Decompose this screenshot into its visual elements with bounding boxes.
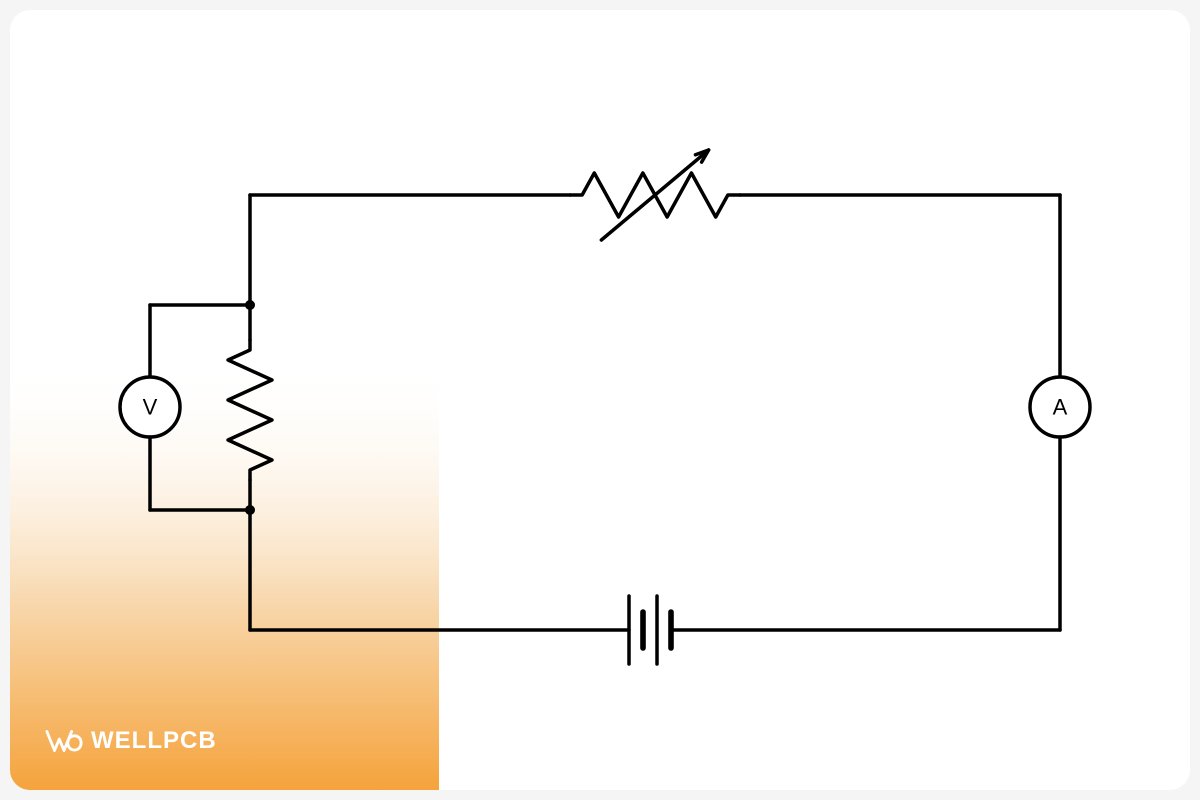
wellpcb-logo-icon — [45, 722, 83, 760]
node — [245, 505, 255, 515]
diagram-card: AV WELLPCB — [10, 10, 1190, 790]
circuit-diagram: AV — [10, 10, 1190, 790]
voltmeter-label: V — [143, 395, 158, 420]
node — [245, 300, 255, 310]
brand-logo-text: WELLPCB — [91, 727, 217, 755]
brand-logo: WELLPCB — [45, 722, 217, 760]
fixed-resistor — [228, 340, 272, 480]
ammeter-label: A — [1053, 395, 1068, 420]
variable-resistor-arrow — [601, 150, 708, 240]
